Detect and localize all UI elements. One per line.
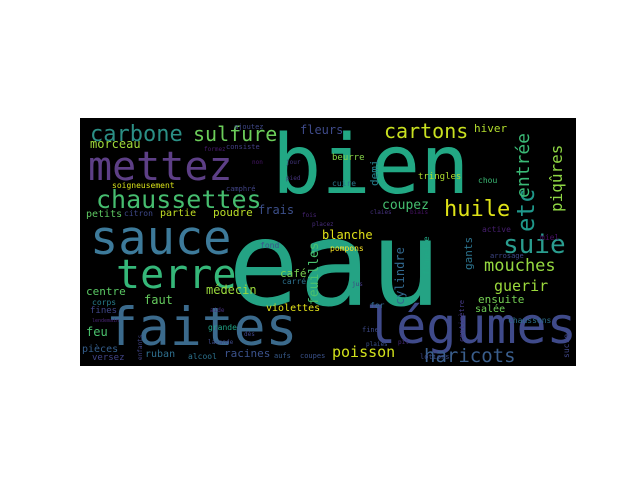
word-demi: demi [368,160,381,187]
word-mettez: mettez [88,144,233,190]
word-petits: petits [86,209,122,220]
word-partie: partie [160,208,196,219]
word-soigneusement: soigneusement [112,181,175,190]
word-arrosage: arrosage [490,252,524,260]
word-beurre: beurre [332,153,365,163]
word-fer: fer [370,301,385,310]
word-centre: centre [86,285,126,298]
word-feuilles: feuilles [307,242,322,305]
word-sucre: sucre [562,334,571,358]
word-aufs: aufs [274,352,291,360]
word-des: dès [244,331,255,338]
word-consiste: consiste [226,143,260,151]
word-pompons: pompons [330,244,364,253]
word-medecin: médecin [206,283,257,297]
word-sauce: sauce [90,211,231,266]
word-citron: citron [124,209,153,218]
word-jour: jour [286,159,301,166]
word-mouches: mouches [484,256,556,276]
word-fines: fines [90,306,117,316]
word-legumes: légumes [366,297,577,355]
cloud-background [80,118,576,366]
word-sulfure: sulfure [193,122,277,146]
word-frais: frais [258,203,294,217]
word-coupes: coupes [300,352,325,360]
word-gants: gants [462,237,475,270]
word-eau: eau [228,195,441,333]
word-entree: entrée [513,133,534,198]
word-grande: grande [208,323,237,332]
word-coupez: coupez [382,198,429,213]
word-morceau: morceau [90,137,141,151]
word-cuire: cuire [332,179,356,188]
word-pieces: pièces [82,343,118,355]
word-lotions: lotions [420,353,450,361]
word-fois: fois [302,212,317,219]
word-cartons: cartons [384,119,468,143]
word-violettes: violettes [266,303,320,314]
word-layer: eau bien faites légumes sauce mettez ter… [82,118,577,367]
word-non: non [252,159,263,166]
word-guerir: guerir [494,277,548,295]
word-chaussettes: chaussettes [96,185,262,214]
word-bien: bien [272,118,469,213]
word-salee: salée [475,303,505,315]
word-placez: placez [312,221,334,228]
word-haricots: haricots [424,345,516,367]
word-lavande: lavande [208,339,234,346]
word-poisson: poisson [332,343,395,361]
word-faites: faites [106,297,297,358]
word-huile: huile [444,197,510,222]
word-plaies: plaies [366,341,388,348]
word-tringles: tringles [418,172,461,182]
word-corps: corps [92,298,116,307]
word-feu: feu [86,325,108,339]
word-flanelle: flanelle [422,236,431,275]
word-terre: terre [116,252,236,298]
word-ensuite: ensuite [478,293,524,306]
word-lendemain: lendemain [92,318,119,324]
word-suie: suie [503,230,566,260]
word-poudre: poudre [213,206,253,219]
word-hiver: hiver [474,122,507,135]
word-piqures: piqûres [547,145,566,212]
word-chou: chou [478,176,497,185]
word-pied: pied [286,175,301,182]
word-miel: miel [540,233,559,242]
word-active: active [482,225,511,234]
word-faut: faut [144,293,173,307]
word-alcool: alcool [188,352,217,361]
word-centimetre: centimètre [458,300,466,342]
word-camphre: camphré [226,185,256,193]
word-versez: versez [92,353,125,363]
word-fond: fond [260,241,279,250]
word-formez: formez [204,146,226,153]
word-cafe: café [280,267,307,280]
word-biais: biais [410,209,428,216]
word-etc: etc [512,189,540,232]
word-fine: fine [362,326,379,334]
word-carbone: carbone [90,122,183,147]
word-jus: jus [352,281,363,288]
word-carre: carré [282,276,306,286]
word-claies: claies [370,209,392,216]
word-ajoutez: ajoutez [234,123,264,131]
word-enfants: enfants [137,334,144,360]
word-cylindre: cylindre [393,247,407,305]
word-chaussons: chaussons [508,316,552,325]
word-fleurs: fleurs [300,123,343,137]
word-racines: racines [224,347,270,360]
word-aide: aide [210,307,225,314]
word-ruban: ruban [145,349,175,360]
word-pil: pil [398,339,409,346]
word-blanche: blanche [322,228,373,242]
